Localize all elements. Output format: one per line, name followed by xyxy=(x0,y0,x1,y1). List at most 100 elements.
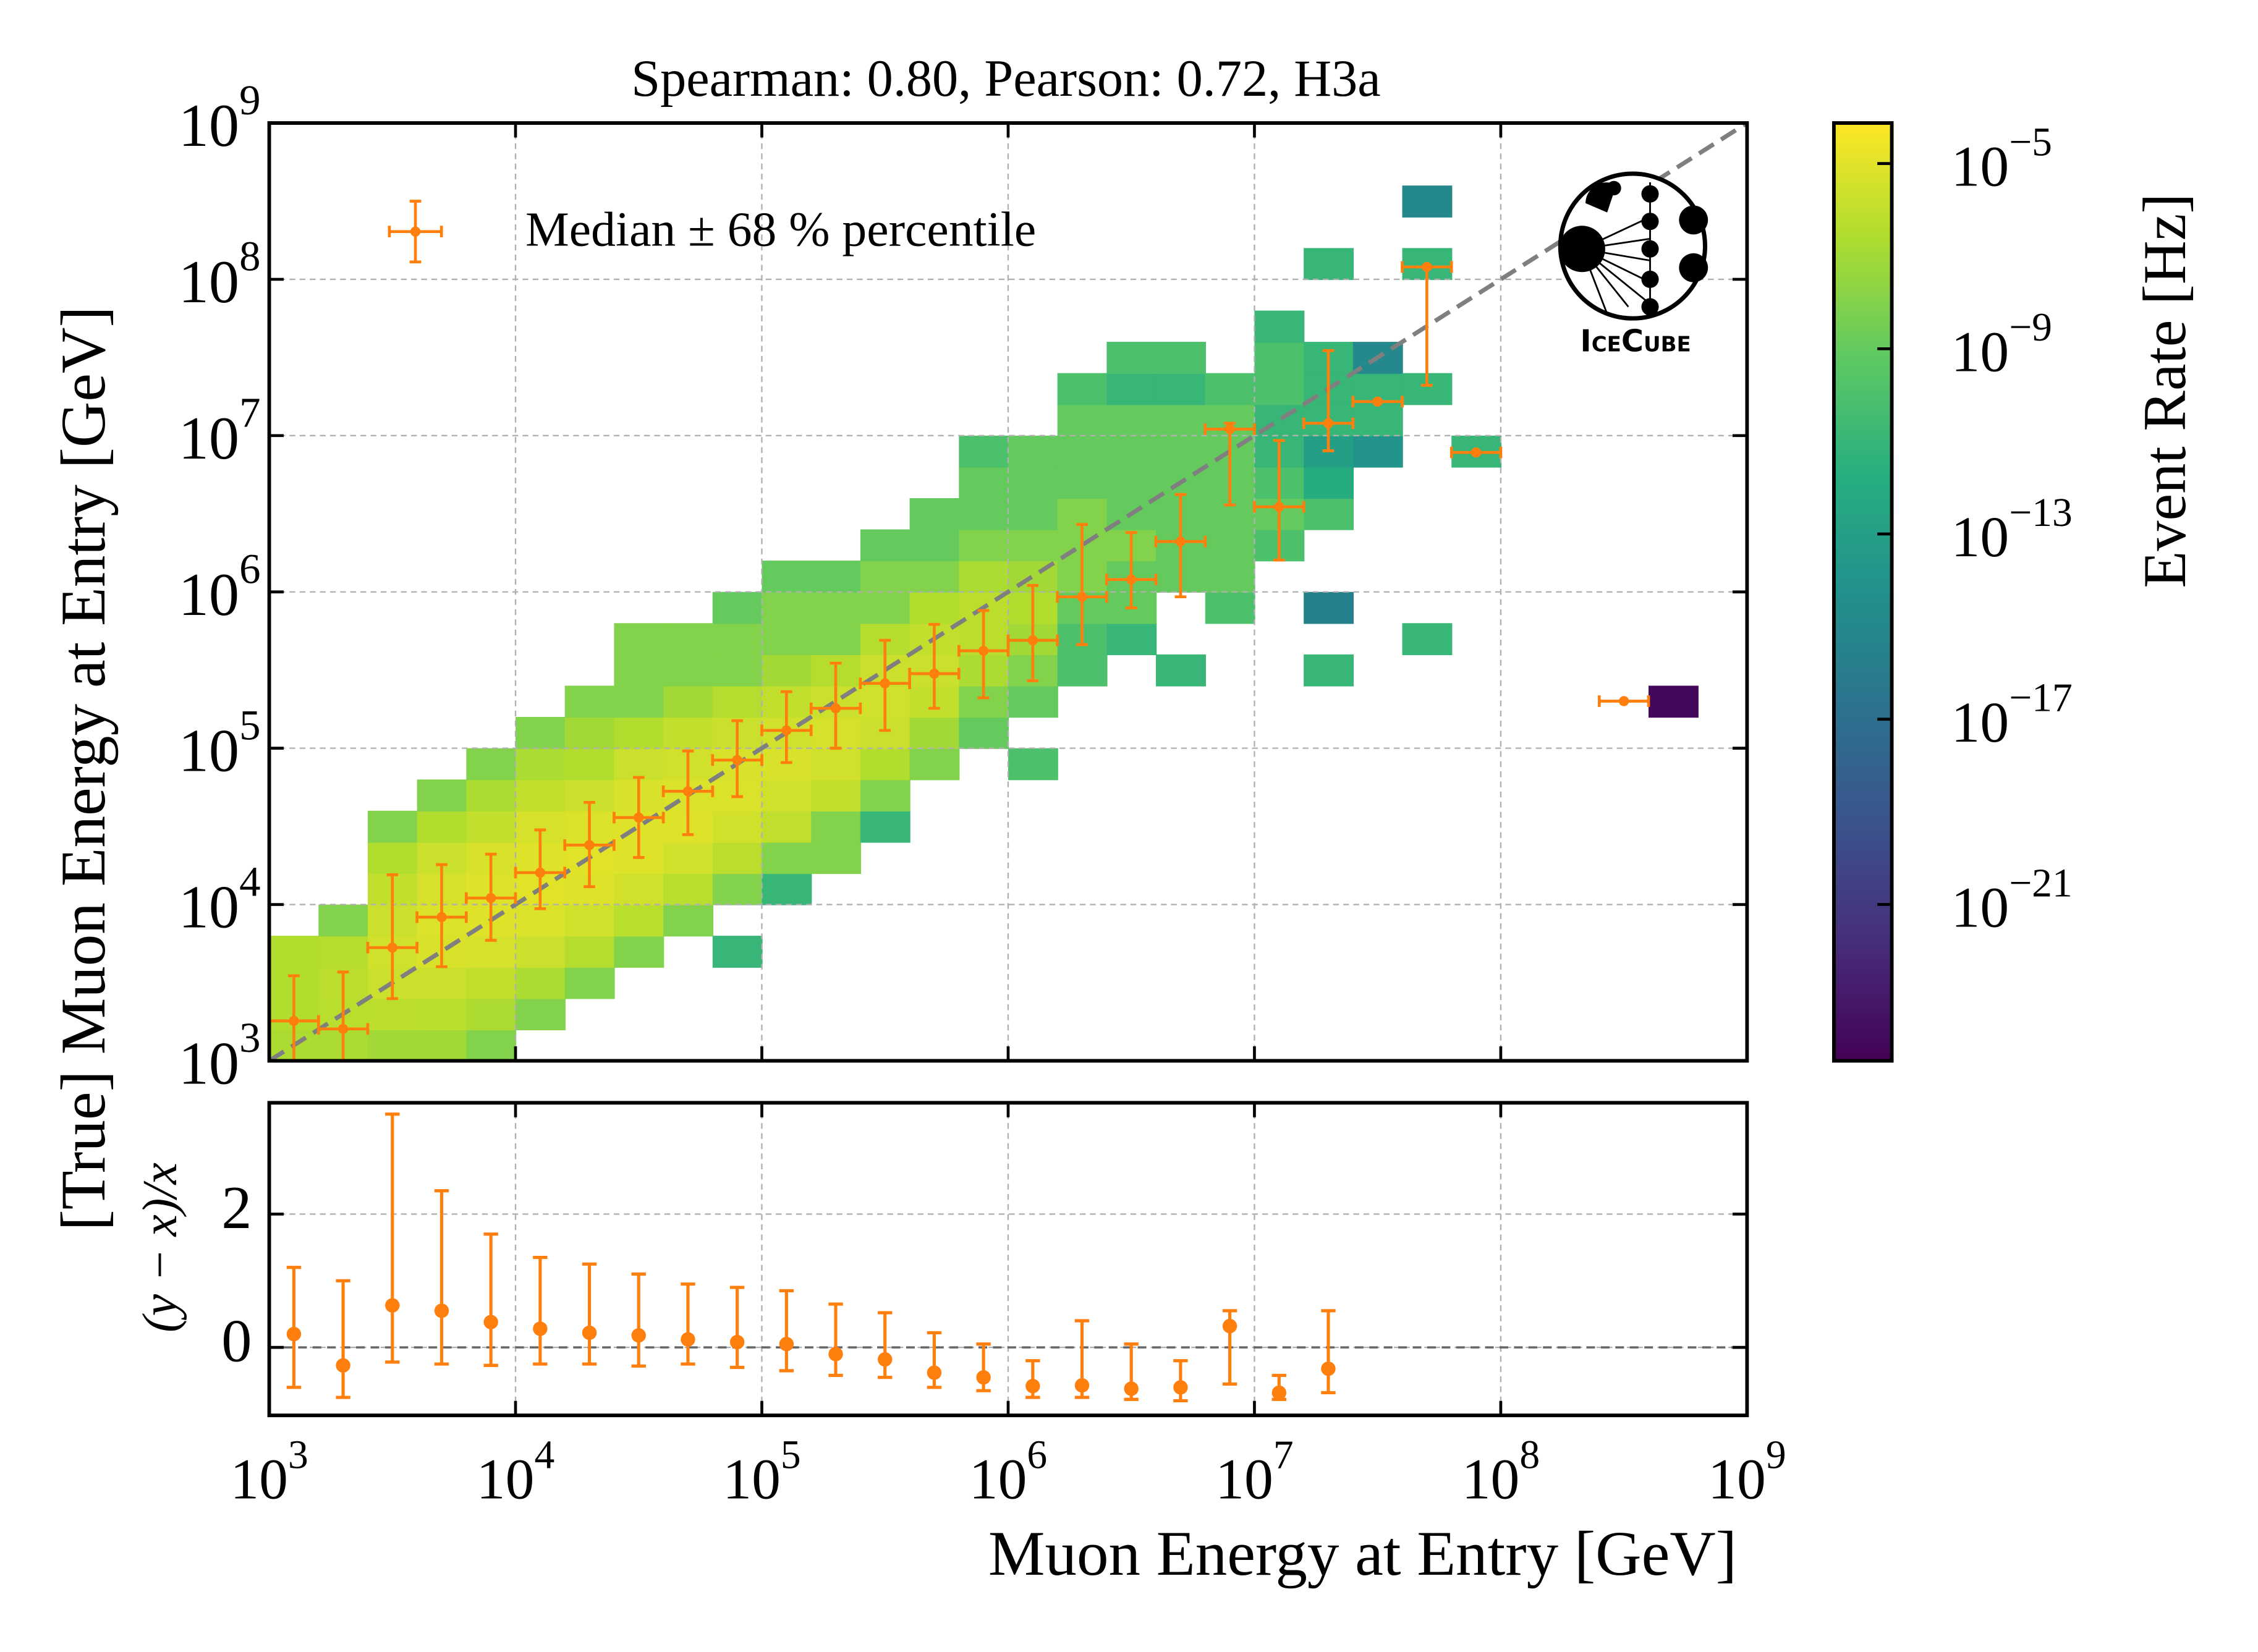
median-point xyxy=(533,1321,548,1336)
y-error-cap xyxy=(1273,439,1285,562)
median-point xyxy=(434,1303,449,1318)
heatmap-cell xyxy=(811,623,862,656)
x-tick-label-exponent: 9 xyxy=(1766,1433,1786,1477)
y-error-cap xyxy=(977,609,990,700)
heatmap-cell xyxy=(614,654,664,687)
x-tick-label-base: 10 xyxy=(723,1447,781,1511)
heatmap-cell xyxy=(318,904,369,937)
y-error-cap xyxy=(830,661,842,750)
median-point xyxy=(1173,1380,1188,1395)
x-tick-label-base: 10 xyxy=(477,1447,535,1511)
y-tick-label: 109 xyxy=(179,77,261,159)
x-error-cap xyxy=(1401,261,1453,273)
colorbar-tick-label-exponent: −21 xyxy=(2009,861,2073,905)
median-point xyxy=(779,1337,794,1352)
heatmap-cell xyxy=(564,967,615,999)
heatmap-cell xyxy=(367,842,418,875)
colorbar-tick-label-base: 10 xyxy=(1951,876,2010,939)
heatmap-cell xyxy=(811,561,862,593)
heatmap-cell xyxy=(909,748,960,781)
y-error-cap xyxy=(878,1311,893,1379)
heatmap-cell xyxy=(1008,467,1058,499)
y-error-cap xyxy=(533,1255,548,1366)
y-tick-label-base: 10 xyxy=(179,404,239,472)
colorbar-tick-label-exponent: −5 xyxy=(2009,121,2052,165)
heatmap-cell xyxy=(1352,435,1403,468)
heatmap-cell xyxy=(959,529,1009,562)
heatmap-cell xyxy=(762,561,812,593)
x-tick-label-exponent: 6 xyxy=(1027,1433,1047,1477)
heatmap-cell xyxy=(1156,435,1206,468)
heatmap-cell xyxy=(1156,654,1206,687)
y-tick-label: 0 xyxy=(221,1308,252,1375)
heatmap-cell xyxy=(1304,654,1354,687)
y-tick-label: 108 xyxy=(179,233,261,316)
colorbar-tick-label-base: 10 xyxy=(1951,506,2010,569)
heatmap-cell xyxy=(663,623,713,656)
heatmap-cell xyxy=(860,529,910,562)
x-error-cap xyxy=(1203,423,1256,435)
median-point xyxy=(1618,696,1629,706)
median-point xyxy=(927,1365,942,1380)
heatmap-cell xyxy=(860,779,910,811)
x-error-cap xyxy=(415,911,468,923)
median-point xyxy=(385,1298,400,1313)
y-error-cap xyxy=(1322,349,1335,452)
median-point xyxy=(387,942,397,953)
heatmap-cell xyxy=(1057,654,1108,687)
colorbar-tick-label-base: 10 xyxy=(1951,135,2010,198)
y-error-cap xyxy=(1173,1359,1188,1402)
median-point xyxy=(1027,635,1038,646)
y-error-cap xyxy=(828,1302,843,1378)
heatmap-cell xyxy=(1008,529,1058,562)
heatmap-cell xyxy=(1205,561,1255,593)
x-error-cap xyxy=(366,941,418,954)
heatmap-cell xyxy=(1648,685,1699,718)
heatmap-cell xyxy=(1205,591,1255,624)
y-tick-label: 106 xyxy=(179,545,261,628)
y-tick-label-exponent: 8 xyxy=(239,233,260,280)
median-point xyxy=(978,645,989,656)
y-tick-label: 105 xyxy=(179,701,261,784)
heatmap-cell xyxy=(860,748,910,781)
median-point xyxy=(1323,418,1334,429)
y-error-cap xyxy=(1174,493,1187,599)
colorbar-tick-label-base: 10 xyxy=(1951,320,2010,384)
y-error-cap xyxy=(927,1331,942,1389)
median-point xyxy=(1077,591,1087,602)
y-error-cap xyxy=(1025,1359,1040,1399)
heatmap-cell xyxy=(1156,373,1206,405)
heatmap-cell xyxy=(1106,623,1157,656)
y-error-cap xyxy=(1321,1309,1336,1395)
median-point xyxy=(682,786,694,797)
x-error-cap xyxy=(859,677,911,690)
heatmap-cell xyxy=(959,561,1009,593)
heatmap-cell xyxy=(564,936,615,968)
y-tick-label-exponent: 6 xyxy=(239,545,260,592)
median-point xyxy=(584,840,595,850)
y-tick-label: 103 xyxy=(179,1014,261,1097)
y-tick-label-base: 10 xyxy=(179,248,239,316)
y-error-cap xyxy=(385,1112,400,1364)
y-error-cap xyxy=(1027,583,1039,682)
x-tick-label: 109 xyxy=(1708,1433,1786,1511)
heatmap-cell xyxy=(516,998,566,1031)
heatmap-cell xyxy=(564,904,615,937)
heatmap-cell xyxy=(811,591,862,624)
x-axis-label: Muon Energy at Entry [GeV] xyxy=(988,1519,1737,1589)
heatmap-cell xyxy=(811,748,862,781)
y-tick-label-exponent: 9 xyxy=(239,77,260,124)
median-point xyxy=(1175,536,1186,547)
x-tick-label-exponent: 5 xyxy=(781,1433,801,1477)
y-tick-label: 2 xyxy=(221,1174,252,1242)
median-point xyxy=(1372,396,1383,407)
heatmap-cell xyxy=(614,717,664,749)
y-error-cap xyxy=(434,1189,449,1366)
median-point xyxy=(336,1358,350,1373)
x-error-cap xyxy=(465,892,517,904)
y-tick-label-base: 10 xyxy=(179,1030,239,1097)
heatmap-cell xyxy=(1156,404,1206,437)
heatmap-cell xyxy=(909,561,960,593)
heatmap-cell xyxy=(269,936,320,968)
median-point xyxy=(976,1370,991,1385)
